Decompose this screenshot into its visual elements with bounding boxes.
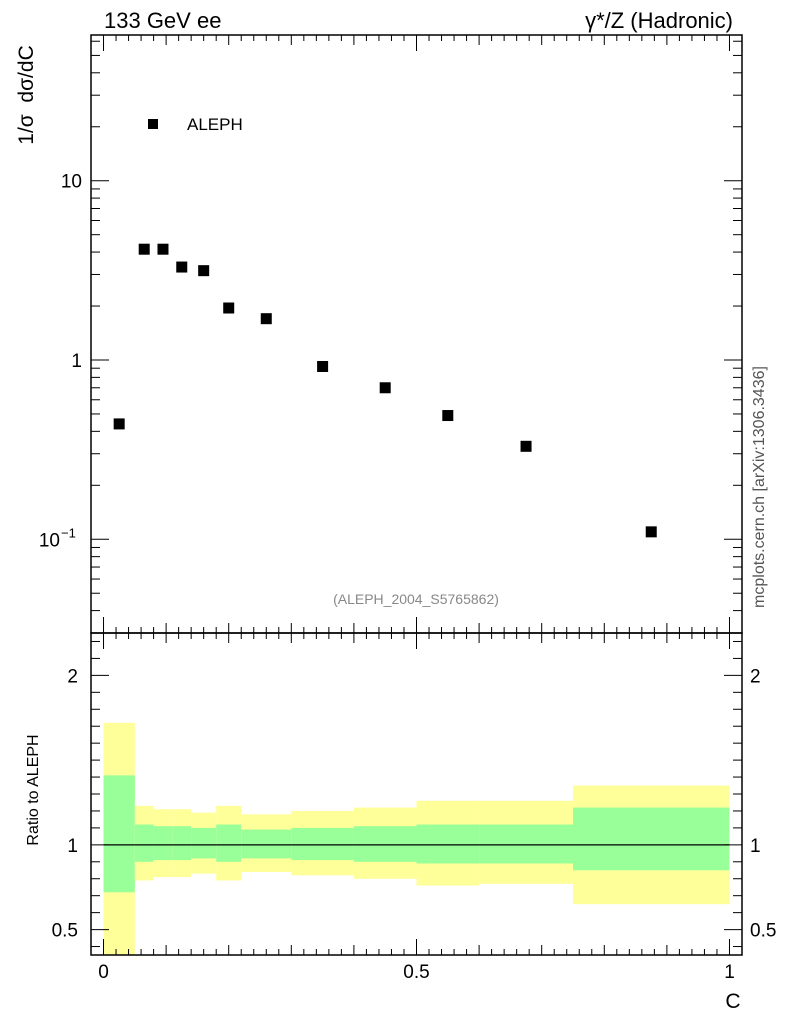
ratio-bands (103, 722, 730, 955)
data-point (317, 360, 329, 372)
inner-band (291, 827, 354, 861)
inner-band (191, 827, 217, 859)
data-point (645, 526, 657, 538)
data-point (157, 243, 169, 255)
data-point (442, 410, 454, 422)
header-right-label: γ*/Z (Hadronic) (585, 8, 733, 33)
x-axis-label: C (725, 990, 740, 1013)
y-tick-label-left: 2 (67, 666, 78, 687)
analysis-annotation: (ALEPH_2004_S5765862) (333, 591, 499, 607)
y-tick-label: 1 (71, 351, 82, 372)
ratio-y-tick-labels: 2 2 1 1 0.5 0.5 (52, 666, 777, 941)
data-point (113, 418, 125, 430)
inner-band (353, 826, 417, 862)
inner-band (172, 826, 192, 861)
data-point (379, 382, 391, 394)
ratio-axis-ticks (91, 633, 742, 955)
data-points (113, 243, 657, 538)
inner-band (416, 824, 480, 864)
inner-band (479, 824, 573, 864)
y-tick-label-right: 0.5 (750, 921, 776, 942)
main-axis-ticks (91, 35, 742, 634)
inner-band (153, 826, 173, 861)
data-point (260, 313, 272, 325)
x-tick-label: 0.5 (403, 962, 429, 983)
data-point (520, 440, 532, 452)
data-point (176, 261, 188, 273)
x-tick-label: 1 (724, 962, 735, 983)
legend-marker (148, 119, 158, 129)
x-tick-label: 0 (98, 962, 109, 983)
inner-band (241, 829, 292, 859)
data-point (138, 243, 150, 255)
ratio-y-axis-label: Ratio to ALEPH (25, 734, 42, 845)
y-tick-label-exponent: −1 (61, 525, 76, 540)
y-tick-label-left: 0.5 (52, 921, 78, 942)
inner-band (103, 775, 135, 893)
legend: ALEPH (148, 115, 243, 134)
y-tick-label-right: 1 (750, 836, 761, 857)
header-left-label: 133 GeV ee (104, 8, 221, 33)
inner-band (134, 824, 154, 862)
x-tick-labels: 0 0.5 1 (98, 962, 735, 983)
data-point (223, 302, 235, 314)
watermark-label: mcplots.cern.ch [arXiv:1306.3436] (751, 366, 768, 608)
ratio-panel: 2 21 10.5 0.5 0 0.5 1 Ratio to ALEPH C (25, 632, 777, 1013)
y-tick-label: 10 (61, 172, 82, 193)
y-tick-label-left: 1 (67, 836, 78, 857)
legend-label: ALEPH (187, 115, 243, 134)
inner-band (216, 824, 242, 862)
y-tick-label-right: 2 (750, 666, 761, 687)
main-y-axis-label: 1/σ dσ/dC (15, 45, 38, 144)
inner-band (572, 807, 730, 871)
data-point (198, 265, 210, 277)
y-tick-label: 10 (39, 530, 60, 551)
